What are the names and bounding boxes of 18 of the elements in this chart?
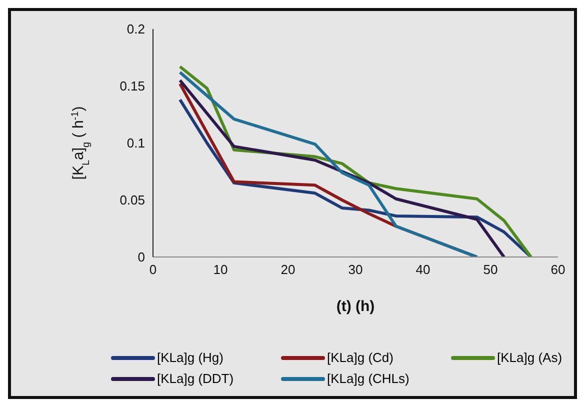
y-tick-label: 0.2 [126, 22, 145, 37]
x-tick-label: 10 [213, 262, 228, 278]
legend-label: [KLa]g (DDT) [157, 371, 234, 386]
y-tick-label: 0.15 [120, 78, 145, 94]
x-tick-label: 50 [483, 262, 498, 278]
x-tick-label: 30 [348, 262, 363, 278]
x-axis-title: (t) (h) [336, 298, 375, 315]
x-tick-label: 40 [416, 262, 430, 278]
legend-label: [KLa]g (CHLs) [327, 371, 410, 386]
x-tick-label: 60 [550, 262, 566, 278]
legend-label: [KLa]g (Hg) [157, 350, 224, 365]
x-tick-label: 0 [149, 262, 157, 278]
y-tick-label: 0 [138, 250, 145, 265]
legend-label: [KLa]g (As) [497, 350, 562, 365]
y-tick-label: 0.1 [126, 136, 145, 151]
legend-label: [KLa]g (Cd) [327, 350, 394, 365]
y-tick-label: 0.05 [120, 192, 145, 208]
x-tick-label: 20 [280, 262, 296, 278]
